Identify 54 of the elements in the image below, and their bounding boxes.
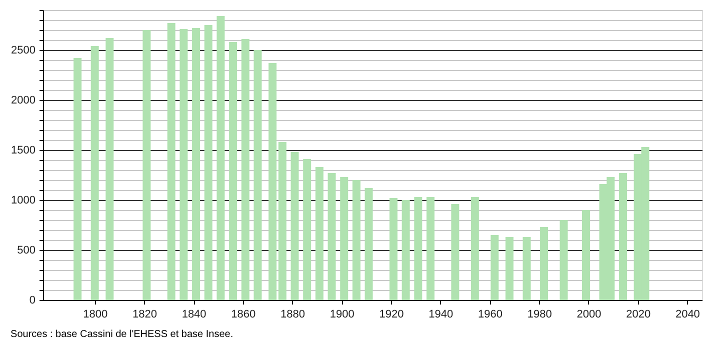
source-note: Sources : base Cassini de l'EHESS et base Insee. [10, 329, 234, 340]
x-tick-label: 1960 [478, 308, 502, 320]
bar [229, 42, 238, 300]
bar [204, 25, 212, 300]
bar [560, 220, 568, 300]
bar [490, 235, 499, 300]
bar [90, 46, 99, 300]
x-tick-label: 2000 [576, 308, 602, 320]
bar [106, 38, 114, 300]
x-tick-label: 1980 [527, 308, 552, 320]
bar [241, 39, 250, 300]
bar [470, 197, 479, 300]
x-tick-label: 2040 [675, 308, 700, 320]
x-tick-label: 1920 [379, 308, 404, 320]
bar [268, 63, 277, 300]
x-tick-label: 1940 [428, 308, 454, 320]
bar [414, 197, 422, 300]
y-tick-label: 2000 [11, 94, 36, 106]
bar [352, 180, 360, 300]
x-tick-label: 1840 [182, 308, 206, 320]
y-tick-label: 0 [29, 294, 36, 306]
bar [540, 227, 548, 300]
bar [192, 28, 200, 300]
bar [74, 58, 82, 300]
bar [303, 159, 312, 300]
bar [582, 210, 590, 300]
bar [364, 188, 373, 300]
bar [522, 237, 531, 300]
bar [180, 29, 188, 300]
y-tick-label: 2500 [11, 44, 36, 56]
y-tick-label: 1000 [11, 194, 36, 206]
bar [505, 237, 514, 300]
bar [340, 177, 348, 300]
bar [278, 142, 286, 300]
x-tick-label: 1860 [231, 308, 256, 320]
bar [142, 30, 151, 300]
x-tick-label: 1820 [132, 308, 157, 320]
y-tick-label: 1500 [11, 144, 36, 156]
bar [290, 152, 299, 300]
x-tick-label: 1800 [83, 308, 108, 320]
bar [254, 50, 262, 300]
x-tick-label: 2020 [626, 308, 651, 320]
bar [315, 167, 324, 300]
x-tick-label: 1880 [280, 308, 306, 320]
bar [389, 198, 398, 300]
bar [426, 197, 434, 300]
bar [402, 200, 410, 300]
bar [167, 23, 176, 300]
bar [619, 173, 628, 300]
x-tick-label: 1900 [330, 308, 354, 320]
y-tick-label: 500 [17, 244, 36, 256]
bar [451, 204, 460, 300]
bar [216, 16, 225, 300]
bar [328, 173, 336, 300]
